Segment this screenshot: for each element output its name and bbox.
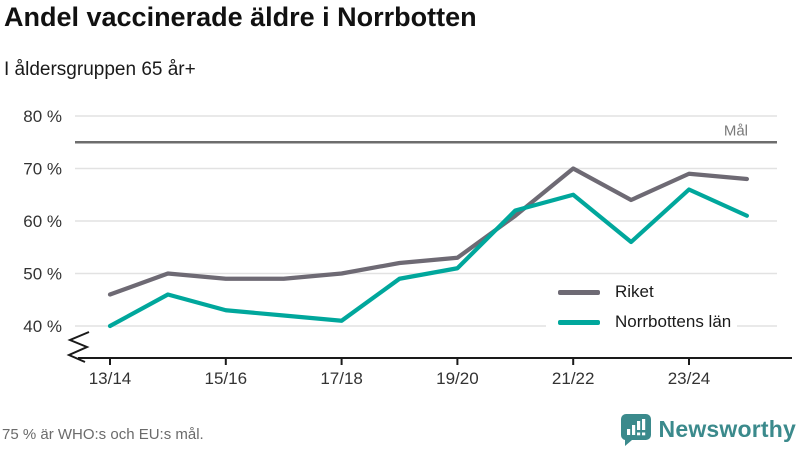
y-tick-label: 60 % bbox=[23, 212, 62, 231]
brand-name: Newsworthy bbox=[658, 416, 796, 442]
goal-label: Mål bbox=[724, 122, 748, 139]
chart-legend: Riket Norrbottens län bbox=[546, 280, 738, 334]
x-tick-label: 21/22 bbox=[552, 369, 595, 388]
axis-break-icon bbox=[66, 331, 90, 363]
y-tick-label: 50 % bbox=[23, 265, 62, 284]
x-tick-label: 13/14 bbox=[89, 369, 132, 388]
x-tick-label: 15/16 bbox=[205, 369, 248, 388]
legend-item-norrbottens-lan: Norrbottens län bbox=[558, 312, 731, 332]
y-tick-label: 40 % bbox=[23, 317, 62, 336]
newsworthy-logo: Newsworthy bbox=[620, 413, 796, 446]
riket-line-swatch bbox=[558, 289, 600, 295]
x-tick-label: 17/18 bbox=[320, 369, 363, 388]
x-tick-label: 23/24 bbox=[668, 369, 711, 388]
legend-label: Norrbottens län bbox=[615, 312, 732, 331]
series-line-norrbottens-l-n bbox=[107, 187, 750, 329]
page-title: Andel vaccinerade äldre i Norrbotten bbox=[4, 2, 477, 32]
legend-label: Riket bbox=[615, 282, 654, 301]
page-subtitle: I åldersgruppen 65 år+ bbox=[4, 59, 196, 80]
y-tick-label: 70 % bbox=[23, 160, 62, 179]
source-note: 75 % är WHO:s och EU:s mål. bbox=[2, 426, 204, 443]
newsworthy-speech-bubble-icon bbox=[620, 414, 651, 446]
x-tick-label: 19/20 bbox=[436, 369, 479, 388]
y-tick-label: 80 % bbox=[23, 107, 62, 126]
series-line-riket bbox=[107, 166, 750, 297]
norrbottens-lan-line-swatch bbox=[558, 319, 600, 325]
legend-item-riket: Riket bbox=[558, 282, 731, 302]
